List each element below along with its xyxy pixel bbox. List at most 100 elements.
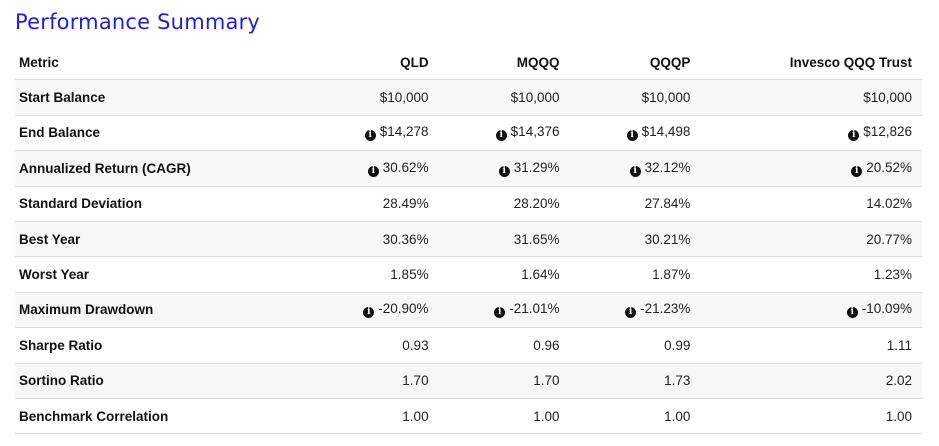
cell-value: 28.20% bbox=[513, 196, 560, 212]
cell-value: 0.99 bbox=[664, 337, 691, 353]
column-header-invesco-qqq-trust: Invesco QQQ Trust bbox=[700, 45, 922, 81]
cell-value: 1.00 bbox=[533, 408, 560, 424]
table-row: Standard Deviation 28.49% 28.20% 27.84% 14.0… bbox=[15, 186, 922, 222]
cell-value: -20.90% bbox=[378, 301, 429, 317]
column-header-metric: Metric bbox=[15, 45, 276, 81]
table-cell: $10,000 bbox=[275, 79, 439, 116]
info-circle-icon[interactable]: i bbox=[851, 165, 863, 177]
info-circle-icon[interactable]: i bbox=[367, 165, 379, 177]
table-cell: 1.87% bbox=[569, 256, 701, 293]
info-circle-icon[interactable]: i bbox=[848, 130, 860, 142]
table-cell: 27.84% bbox=[569, 186, 701, 222]
info-circle-icon[interactable]: i bbox=[846, 307, 858, 319]
column-header-qqqp: QQQP bbox=[569, 45, 701, 81]
table-cell: $10,000 bbox=[700, 79, 922, 116]
table-cell: i -21.23% bbox=[569, 292, 701, 329]
info-circle-icon[interactable]: i bbox=[495, 130, 507, 142]
table-cell: 28.20% bbox=[438, 186, 570, 222]
cell-value: $14,498 bbox=[641, 124, 691, 140]
cell-value: 1.87% bbox=[652, 267, 691, 283]
table-row: Sharpe Ratio 0.93 0.96 0.99 1.11 bbox=[15, 327, 922, 364]
table-cell: 1.85% bbox=[275, 256, 439, 293]
table-row: Start Balance $10,000 $10,000 $10,000 $10,00… bbox=[15, 79, 922, 116]
info-circle-icon[interactable]: i bbox=[629, 165, 641, 177]
cell-value: -21.23% bbox=[640, 301, 691, 317]
table-cell: 0.99 bbox=[569, 327, 701, 364]
row-label: Benchmark Correlation bbox=[15, 398, 276, 435]
cell-value: 0.93 bbox=[402, 337, 429, 353]
cell-value: 14.02% bbox=[866, 196, 912, 212]
header-row: Metric QLD MQQQ QQQP Invesco QQQ Trust bbox=[15, 45, 922, 81]
table-body: Start Balance $10,000 $10,000 $10,000 $10,00… bbox=[15, 79, 922, 435]
table-cell: 1.64% bbox=[438, 256, 570, 293]
table-cell: i $14,278 bbox=[275, 115, 439, 152]
cell-value: $14,278 bbox=[379, 124, 429, 140]
table-cell: i $14,376 bbox=[438, 115, 570, 152]
cell-value: $10,000 bbox=[379, 90, 429, 106]
table-cell: i 20.52% bbox=[700, 150, 922, 187]
cell-value: 1.11 bbox=[886, 337, 912, 353]
table-cell: 28.49% bbox=[275, 186, 439, 222]
cell-value: 20.77% bbox=[866, 231, 912, 247]
cell-value: 1.85% bbox=[390, 267, 429, 283]
table-row: Benchmark Correlation 1.00 1.00 1.00 1.00 bbox=[15, 398, 922, 435]
info-circle-icon[interactable]: i bbox=[364, 130, 376, 142]
cell-value: 30.62% bbox=[382, 159, 429, 175]
info-circle-icon[interactable]: i bbox=[494, 307, 506, 319]
performance-summary-table: Metric QLD MQQQ QQQP Invesco QQQ Trust S… bbox=[15, 45, 922, 435]
cell-value: 2.02 bbox=[885, 373, 912, 389]
column-header-qld: QLD bbox=[275, 45, 439, 81]
cell-value: 20.52% bbox=[866, 159, 912, 175]
row-label: Maximum Drawdown bbox=[15, 292, 276, 329]
table-cell: i 30.62% bbox=[275, 150, 439, 187]
cell-value: 1.00 bbox=[402, 408, 429, 424]
cell-value: 1.70 bbox=[533, 373, 560, 389]
table-cell: 1.00 bbox=[569, 398, 701, 435]
table-cell: 1.73 bbox=[569, 363, 701, 399]
table-cell: i -21.01% bbox=[438, 292, 570, 329]
table-cell: i 32.12% bbox=[569, 150, 701, 187]
column-header-mqqq: MQQQ bbox=[438, 45, 570, 81]
table-cell: 0.93 bbox=[275, 327, 439, 364]
table-cell: i $12,826 bbox=[700, 115, 922, 152]
table-row: End Balance i $14,278 i $14,376 i $14,498 i $12,… bbox=[15, 115, 922, 152]
cell-value: 27.84% bbox=[644, 196, 691, 212]
cell-value: 1.73 bbox=[664, 373, 691, 389]
cell-value: 30.21% bbox=[644, 231, 691, 247]
table-cell: i 31.29% bbox=[438, 150, 570, 187]
table-row: Best Year 30.36% 31.65% 30.21% 20.77% bbox=[15, 221, 922, 258]
table-cell: 1.70 bbox=[275, 363, 439, 399]
table-row: Annualized Return (CAGR) i 30.62% i 31.29% i 3… bbox=[15, 150, 922, 187]
cell-value: -21.01% bbox=[509, 301, 560, 317]
cell-value: 28.49% bbox=[382, 196, 429, 212]
row-label: Sharpe Ratio bbox=[15, 327, 276, 364]
table-cell: 1.70 bbox=[438, 363, 570, 399]
table-row: Maximum Drawdown i -20.90% i -21.01% i -21.23%… bbox=[15, 292, 922, 329]
cell-value: 31.29% bbox=[513, 159, 560, 175]
table-cell: 2.02 bbox=[700, 363, 922, 399]
cell-value: $12,826 bbox=[863, 124, 912, 140]
table-cell: i -10.09% bbox=[700, 292, 922, 329]
row-label: Worst Year bbox=[15, 256, 276, 293]
table-cell: 20.77% bbox=[700, 221, 922, 258]
cell-value: 1.23% bbox=[873, 267, 912, 283]
table-cell: 0.96 bbox=[438, 327, 570, 364]
row-label: Start Balance bbox=[15, 79, 276, 116]
table-row: Worst Year 1.85% 1.64% 1.87% 1.23% bbox=[15, 256, 922, 293]
row-label: Annualized Return (CAGR) bbox=[15, 150, 276, 187]
cell-value: 1.00 bbox=[885, 408, 912, 424]
info-circle-icon[interactable]: i bbox=[625, 307, 637, 319]
table-cell: i $14,498 bbox=[569, 115, 701, 152]
info-circle-icon[interactable]: i bbox=[363, 307, 375, 319]
cell-value: $10,000 bbox=[863, 90, 912, 106]
table-row: Sortino Ratio 1.70 1.70 1.73 2.02 bbox=[15, 363, 922, 399]
cell-value: 32.12% bbox=[644, 159, 691, 175]
info-circle-icon[interactable]: i bbox=[498, 165, 510, 177]
info-circle-icon[interactable]: i bbox=[626, 130, 638, 142]
row-label: Sortino Ratio bbox=[15, 363, 276, 399]
table-header: Metric QLD MQQQ QQQP Invesco QQQ Trust bbox=[15, 45, 922, 81]
cell-value: 1.64% bbox=[521, 267, 560, 283]
cell-value: 1.70 bbox=[402, 373, 429, 389]
table-cell: $10,000 bbox=[438, 79, 570, 116]
